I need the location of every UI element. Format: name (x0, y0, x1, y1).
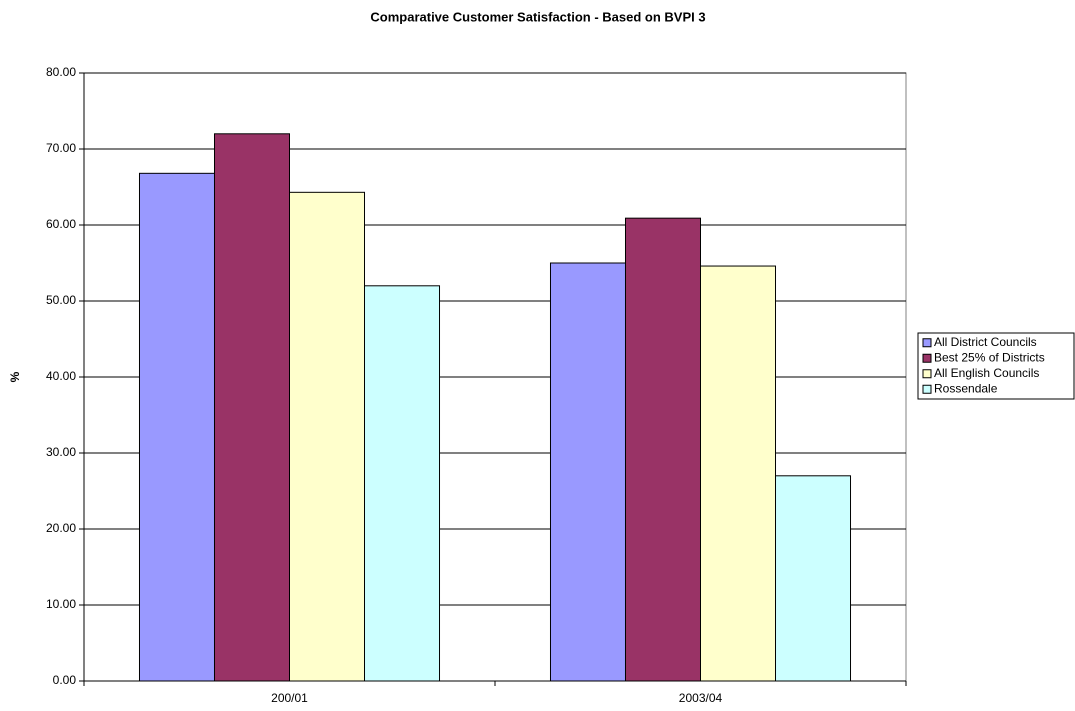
bar (138, 172, 215, 682)
y-tick-label: 0.00 (53, 673, 77, 687)
y-axis-label: % (8, 371, 22, 382)
y-tick-label: 70.00 (46, 141, 76, 155)
legend-swatch (922, 338, 932, 348)
y-tick-label: 60.00 (46, 217, 76, 231)
legend-swatch (922, 384, 932, 394)
chart-title: Comparative Customer Satisfaction - Base… (370, 9, 705, 24)
bar (775, 475, 852, 682)
legend-swatch (922, 353, 932, 363)
bar (624, 217, 701, 682)
x-tick-label: 200/01 (271, 691, 308, 705)
legend-swatch (922, 369, 932, 379)
bar (289, 191, 366, 682)
y-tick-label: 80.00 (46, 65, 76, 79)
y-tick-label: 50.00 (46, 293, 76, 307)
bar (549, 262, 626, 682)
bar (700, 265, 777, 682)
y-tick-label: 30.00 (46, 445, 76, 459)
bar (213, 133, 290, 682)
y-tick-label: 40.00 (46, 369, 76, 383)
legend-box (917, 332, 1075, 400)
legend-label: All District Councils (934, 335, 1037, 349)
legend-label: Best 25% of Districts (934, 350, 1045, 364)
legend-label: All English Councils (934, 366, 1039, 380)
y-tick-label: 10.00 (46, 597, 76, 611)
x-tick-label: 2003/04 (679, 691, 723, 705)
y-tick-label: 20.00 (46, 521, 76, 535)
bar (364, 285, 441, 682)
legend-label: Rossendale (934, 381, 998, 395)
